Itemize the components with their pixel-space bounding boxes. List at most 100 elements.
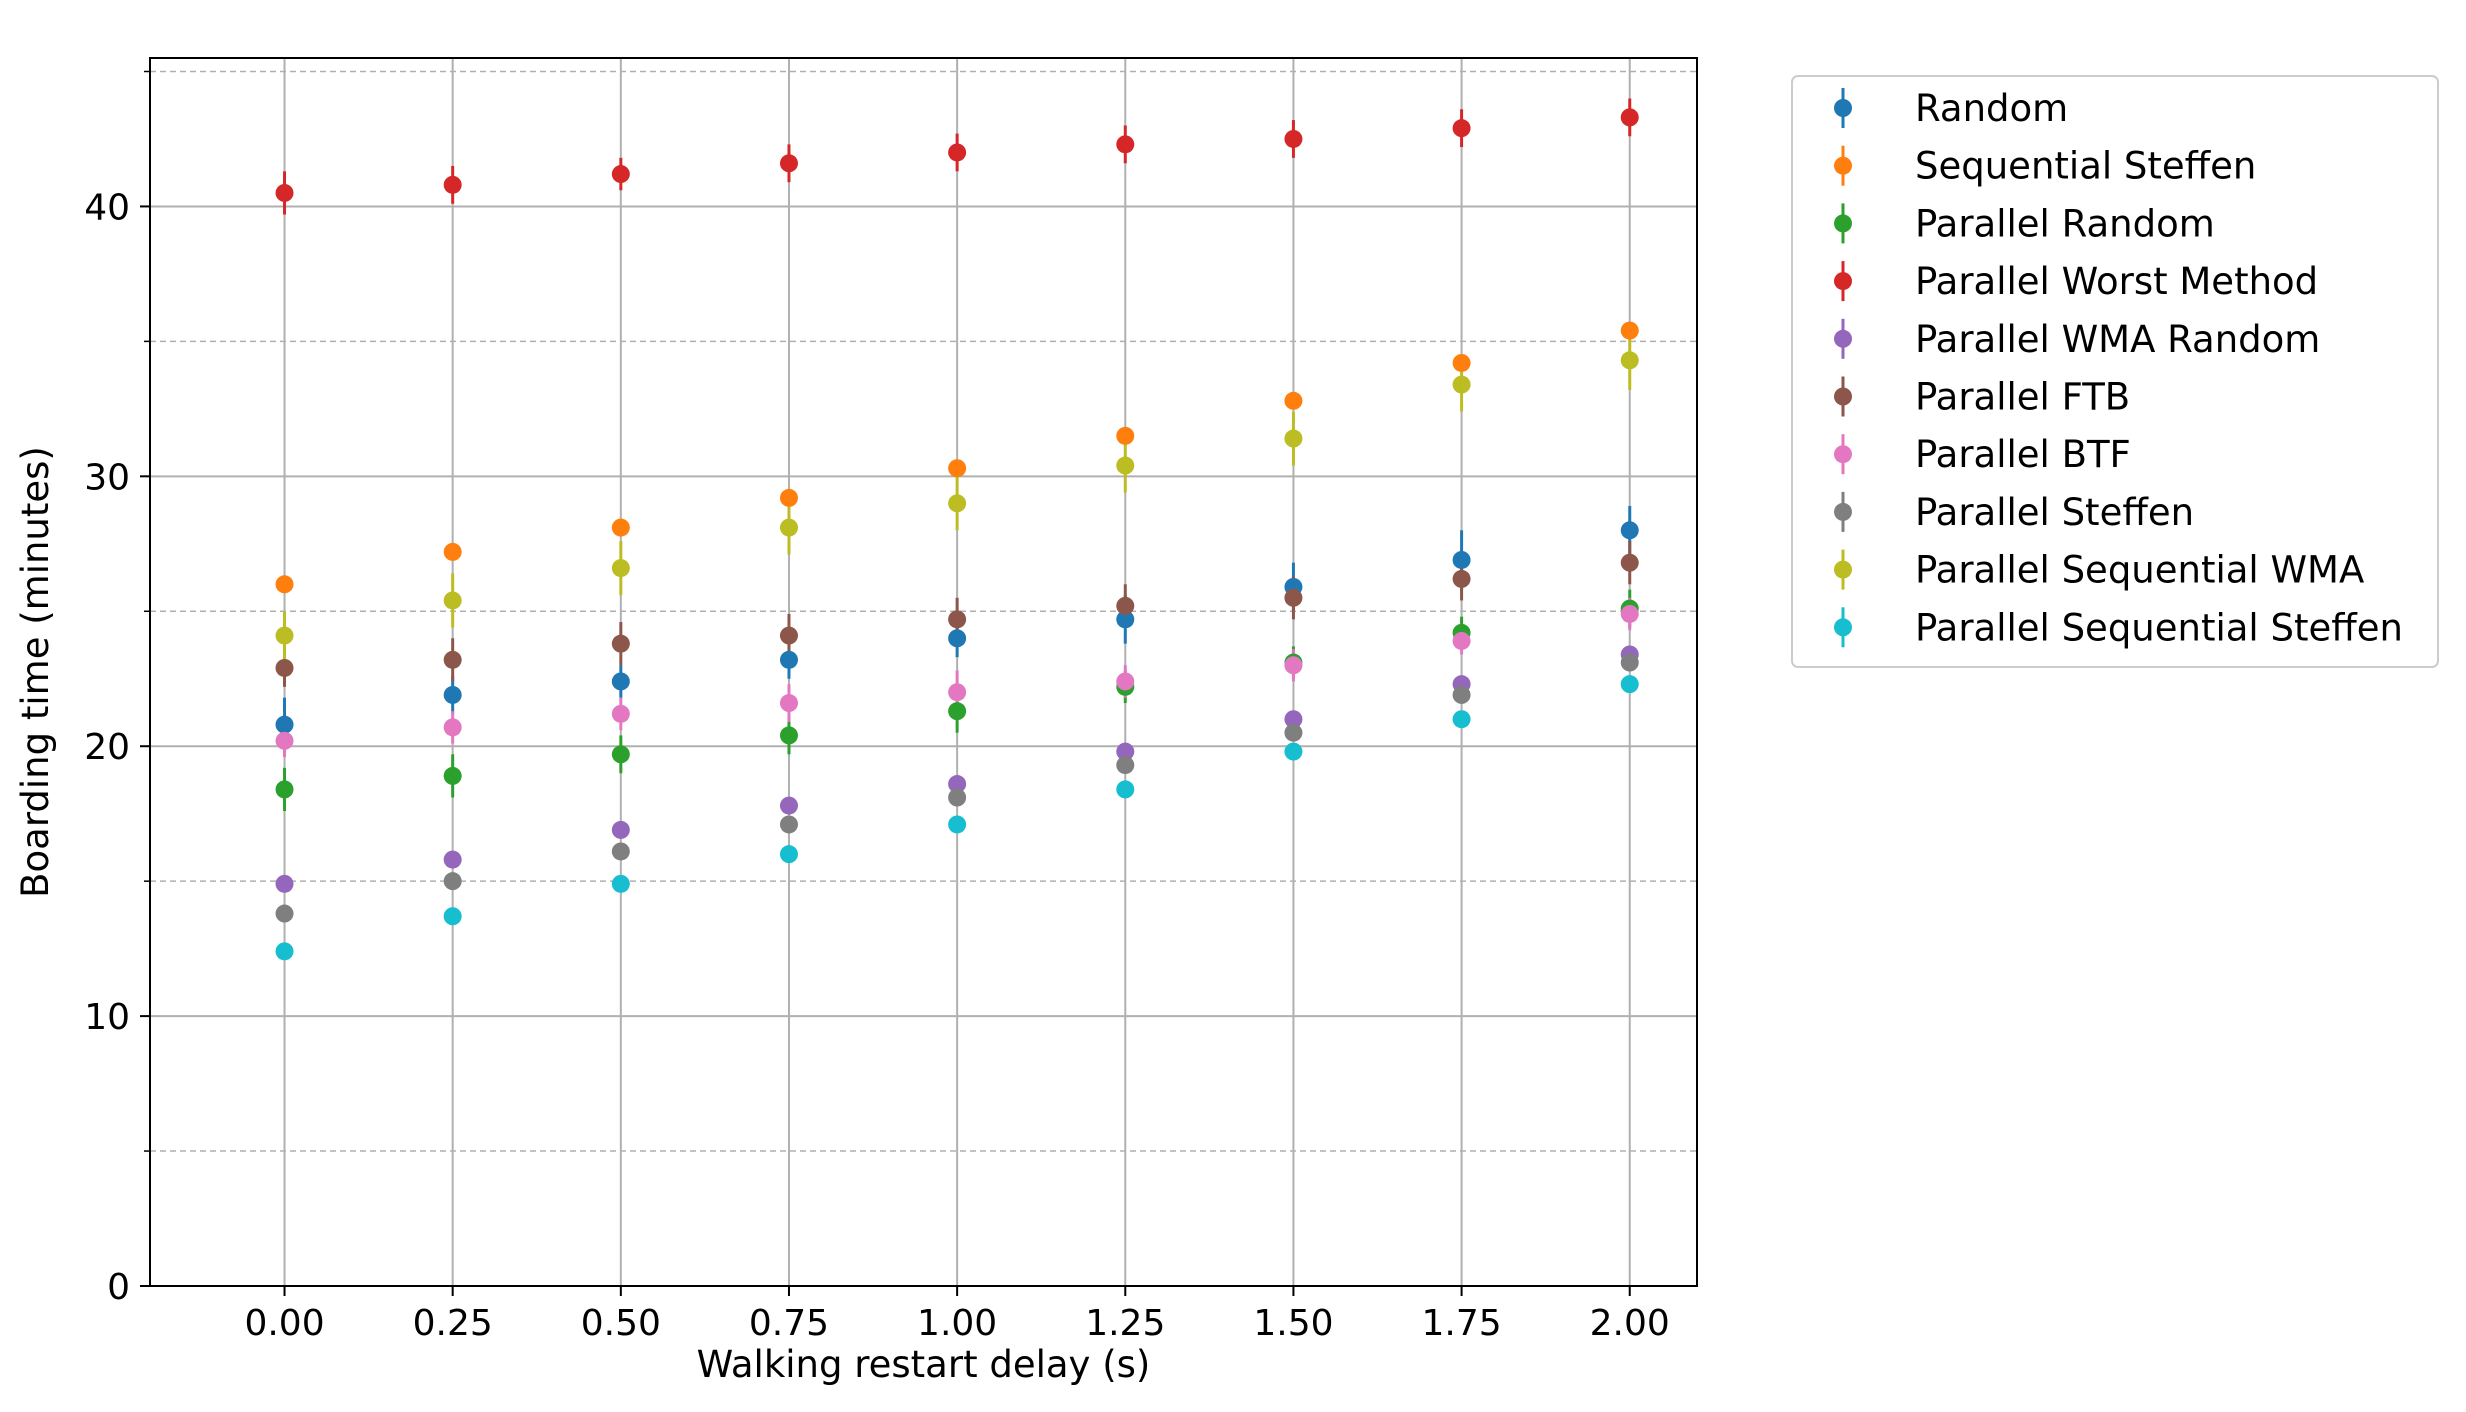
point-parallel-steffen <box>611 842 630 861</box>
point-parallel-ftb <box>275 658 294 677</box>
point-parallel-ftb <box>1116 596 1135 615</box>
point-sequential-steffen <box>1620 321 1639 340</box>
point-parallel-btf <box>1620 604 1639 623</box>
x-axis-ticks: 0.00 0.25 0.50 0.75 1.00 1.25 1.50 1.75 2.00 <box>244 1286 1670 1344</box>
point-parallel-sequential-wma <box>948 494 967 513</box>
y-tick-label: 30 <box>84 457 130 498</box>
legend-marker-parallel-steffen <box>1834 502 1852 521</box>
legend-box <box>1791 75 2439 668</box>
point-random <box>779 650 798 669</box>
point-parallel-btf <box>443 718 462 737</box>
point-parallel-steffen <box>779 815 798 834</box>
point-sequential-steffen <box>275 575 294 594</box>
point-parallel-random <box>443 766 462 785</box>
x-tick-label: 0.00 <box>244 1303 324 1344</box>
legend-label-parallel-wma-random: Parallel WMA Random <box>1915 318 2320 361</box>
legend-marker-parallel-ftb <box>1834 387 1852 406</box>
point-sequential-steffen <box>779 488 798 507</box>
data-points <box>275 108 1639 961</box>
point-parallel-random <box>275 780 294 799</box>
point-parallel-worst-method <box>443 175 462 194</box>
point-random <box>948 629 967 648</box>
point-parallel-sequential-wma <box>443 591 462 610</box>
y-axis-label: Boarding time (minutes) <box>14 446 57 898</box>
point-parallel-btf <box>1452 631 1471 650</box>
x-tick-label: 1.50 <box>1253 1303 1333 1344</box>
x-tick-label: 0.50 <box>581 1303 661 1344</box>
x-tick-label: 0.75 <box>749 1303 829 1344</box>
point-parallel-btf <box>275 731 294 750</box>
legend-label-parallel-random: Parallel Random <box>1915 202 2215 245</box>
point-parallel-ftb <box>1284 588 1303 607</box>
point-sequential-steffen <box>1284 391 1303 410</box>
x-axis-label: Walking restart delay (s) <box>697 1343 1151 1386</box>
point-parallel-sequential-steffen <box>1452 710 1471 729</box>
y-tick-label: 40 <box>84 187 130 228</box>
point-parallel-btf <box>1284 656 1303 675</box>
point-parallel-sequential-wma <box>275 626 294 645</box>
point-sequential-steffen <box>611 518 630 537</box>
grid-lines <box>144 58 1697 1287</box>
point-parallel-sequential-steffen <box>779 845 798 864</box>
point-parallel-ftb <box>948 610 967 629</box>
point-parallel-ftb <box>611 634 630 653</box>
legend-marker-parallel-random <box>1834 214 1852 233</box>
point-parallel-sequential-wma <box>1452 375 1471 394</box>
point-parallel-worst-method <box>611 165 630 184</box>
point-parallel-steffen <box>1452 685 1471 704</box>
point-parallel-worst-method <box>1452 119 1471 138</box>
point-parallel-sequential-wma <box>1284 429 1303 448</box>
point-parallel-steffen <box>1284 723 1303 742</box>
point-random <box>1452 550 1471 569</box>
legend-label-sequential-steffen: Sequential Steffen <box>1915 145 2256 188</box>
point-parallel-btf <box>948 683 967 702</box>
legend-label-parallel-ftb: Parallel FTB <box>1915 376 2130 419</box>
legend-label-parallel-btf: Parallel BTF <box>1915 433 2131 476</box>
x-tick-label: 1.75 <box>1422 1303 1502 1344</box>
point-parallel-btf <box>1116 672 1135 691</box>
legend-marker-sequential-steffen <box>1834 156 1852 175</box>
point-parallel-ftb <box>1620 553 1639 572</box>
point-parallel-wma-random <box>275 874 294 893</box>
legend-marker-random <box>1834 99 1852 117</box>
point-random <box>443 685 462 704</box>
x-tick-label: 1.25 <box>1085 1303 1165 1344</box>
point-parallel-sequential-wma <box>611 559 630 578</box>
legend-label-parallel-steffen: Parallel Steffen <box>1915 491 2194 534</box>
legend-label-parallel-sequential-steffen: Parallel Sequential Steffen <box>1915 606 2403 649</box>
point-parallel-sequential-steffen <box>948 815 967 834</box>
point-random <box>1620 521 1639 540</box>
legend-marker-parallel-btf <box>1834 445 1852 464</box>
point-random <box>611 672 630 691</box>
y-tick-label: 20 <box>84 727 130 768</box>
point-parallel-wma-random <box>1116 742 1135 761</box>
x-tick-label: 0.25 <box>413 1303 493 1344</box>
point-parallel-sequential-steffen <box>443 907 462 926</box>
point-random <box>1116 610 1135 629</box>
plot-frame <box>149 57 1698 1287</box>
point-parallel-steffen <box>1620 653 1639 672</box>
point-parallel-worst-method <box>1284 129 1303 148</box>
point-parallel-sequential-steffen <box>1116 780 1135 799</box>
legend-label-random: Random <box>1915 87 2068 130</box>
x-tick-label: 1.00 <box>917 1303 997 1344</box>
point-parallel-ftb <box>443 650 462 669</box>
point-parallel-worst-method <box>275 183 294 202</box>
point-parallel-random <box>948 702 967 721</box>
point-random <box>275 715 294 734</box>
y-tick-label: 0 <box>107 1267 130 1308</box>
legend-label-parallel-sequential-wma: Parallel Sequential WMA <box>1915 549 2364 592</box>
point-parallel-wma-random <box>443 850 462 869</box>
point-parallel-sequential-wma <box>1116 456 1135 475</box>
point-parallel-steffen <box>1116 756 1135 775</box>
legend-marker-parallel-worst-method <box>1834 272 1852 291</box>
point-parallel-wma-random <box>611 820 630 839</box>
legend-marker-parallel-wma-random <box>1834 329 1852 348</box>
point-parallel-worst-method <box>948 143 967 162</box>
legend-marker-parallel-sequential-steffen <box>1834 618 1852 637</box>
point-parallel-sequential-steffen <box>275 942 294 961</box>
point-parallel-sequential-wma <box>779 518 798 537</box>
point-parallel-btf <box>779 694 798 713</box>
y-tick-label: 10 <box>84 997 130 1038</box>
point-parallel-ftb <box>1452 569 1471 588</box>
